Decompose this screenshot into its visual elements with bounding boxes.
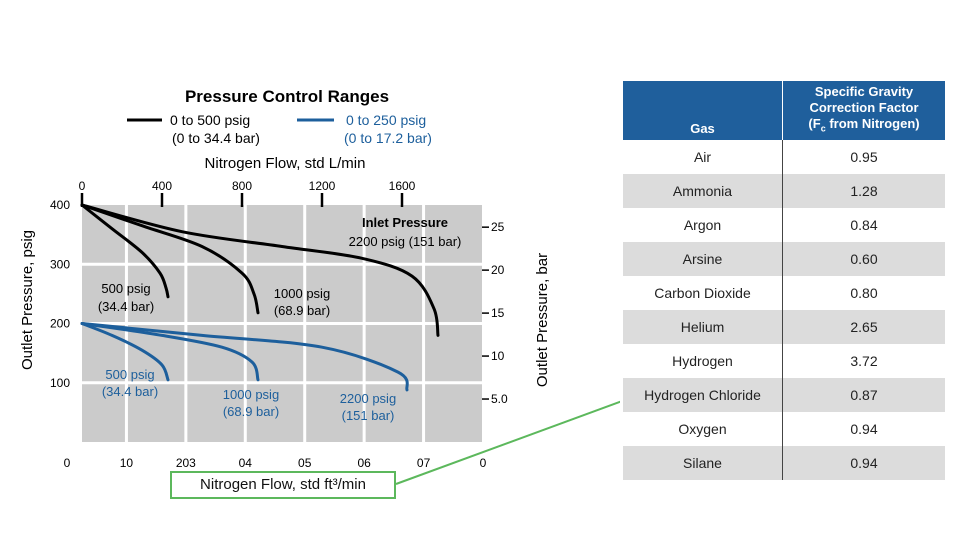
label-blue-500: 500 psig (105, 367, 154, 382)
legend-sub-black: (0 to 34.4 bar) (172, 130, 260, 146)
x-axis-title-top: Nitrogen Flow, std L/min (205, 155, 366, 172)
top-axis: 0 400 800 1200 1600 (79, 179, 416, 207)
series-curves (80, 203, 440, 392)
label-inlet-title: Inlet Pressure (362, 215, 448, 230)
header-factor: Specific Gravity Correction Factor (Fc f… (782, 81, 945, 140)
gas-correction-table: Gas Specific Gravity Correction Factor (… (623, 81, 945, 480)
label-blue-2200-bar: (151 bar) (342, 408, 395, 423)
table-row: Hydrogen 3.72 (623, 343, 945, 378)
table-row: Arsine 0.60 (623, 241, 945, 276)
series-line (80, 203, 260, 315)
gas-cell: Carbon Dioxide (623, 275, 783, 310)
factor-cell: 1.28 (782, 173, 945, 208)
label-blue-2200: 2200 psig (340, 391, 396, 406)
bottom-axis: 0 10 203 04 05 06 07 0 (64, 456, 487, 470)
left-axis: 100 200 300 400 (50, 198, 70, 390)
factor-cell: 0.94 (850, 420, 878, 437)
series-line (80, 322, 409, 392)
label-blue-1000: 1000 psig (223, 387, 279, 402)
chart-title: Pressure Control Ranges (185, 87, 389, 106)
factor-cell: 2.65 (782, 309, 945, 344)
right-tick-label: 10 (491, 349, 505, 363)
legend-label-blue: 0 to 250 psig (346, 112, 426, 128)
callout-connector (395, 400, 620, 485)
series-line (80, 203, 440, 337)
gas-cell: Silane (623, 445, 783, 480)
series-line (80, 322, 170, 382)
top-tick-label: 800 (232, 179, 252, 193)
gas-cell: Arsine (623, 241, 783, 276)
label-black-500-bar: (34.4 bar) (98, 299, 154, 314)
gas-cell: Helium (623, 309, 783, 344)
right-tick-label: 15 (491, 306, 505, 320)
legend-label-black: 0 to 500 psig (170, 112, 250, 128)
bottom-axis-title-callout: Nitrogen Flow, std ft³/min (170, 471, 396, 499)
factor-cell: 0.94 (782, 445, 945, 480)
factor-cell: 0.87 (782, 377, 945, 412)
table-row: Helium 2.65 (623, 309, 945, 344)
y-axis-title-left: Outlet Pressure, psig (19, 230, 36, 370)
table-row: Carbon Dioxide 0.80 (623, 275, 945, 310)
factor-cell: 0.60 (782, 241, 945, 276)
left-tick-label: 400 (50, 198, 70, 212)
pressure-control-chart: Pressure Control Ranges 0 to 500 psig (0… (19, 87, 620, 485)
gas-cell: Air (623, 139, 783, 174)
bottom-tick-label: 10 (120, 456, 134, 470)
factor-cell: 0.95 (850, 148, 878, 165)
right-tick-label: 25 (491, 220, 505, 234)
right-axis: 5.0 10 15 20 25 (482, 220, 508, 406)
bottom-tick-label: 0 (64, 456, 71, 470)
bottom-tick-label: 07 (417, 456, 431, 470)
factor-cell: 0.80 (850, 284, 878, 301)
header-factor-line3b: from Nitrogen) (825, 116, 920, 131)
label-black-1000-bar: (68.9 bar) (274, 303, 330, 318)
header-factor-line3a: (F (808, 116, 821, 131)
gas-cell: Oxygen (623, 411, 783, 446)
series-line (80, 322, 260, 382)
header-gas: Gas (623, 81, 783, 140)
bottom-tick-label: 0 (480, 456, 487, 470)
header-factor-sub: c (820, 123, 826, 134)
bottom-tick-label: 04 (239, 456, 253, 470)
label-blue-500-bar: (34.4 bar) (102, 384, 158, 399)
grid-lines (82, 205, 482, 442)
gas-cell: Hydrogen (623, 343, 783, 378)
label-black-1000: 1000 psig (274, 286, 330, 301)
series-line (80, 203, 170, 299)
bottom-tick-label: 06 (357, 456, 371, 470)
header-factor-line1: Specific Gravity (814, 84, 914, 99)
table-header-row: Gas Specific Gravity Correction Factor (… (623, 81, 945, 140)
x-axis-title-bottom: Nitrogen Flow, std ft³/min (200, 476, 366, 493)
gas-cell: Hydrogen Chloride (623, 377, 783, 412)
table-row: Argon 0.84 (623, 207, 945, 242)
table-row: Hydrogen Chloride 0.87 (623, 377, 945, 412)
label-inlet-value: 2200 psig (151 bar) (349, 234, 462, 249)
gas-cell: Argon (623, 207, 783, 242)
header-factor-line2: Correction Factor (809, 100, 919, 115)
table-row: Ammonia 1.28 (623, 173, 945, 208)
table-row: Silane 0.94 (623, 445, 945, 480)
factor-cell: 3.72 (850, 352, 878, 369)
table-row: Oxygen 0.94 (623, 411, 945, 446)
bottom-tick-label: 05 (298, 456, 312, 470)
right-tick-label: 5.0 (491, 392, 508, 406)
label-black-500: 500 psig (101, 281, 150, 296)
legend-sub-blue: (0 to 17.2 bar) (344, 130, 432, 146)
top-tick-label: 400 (152, 179, 172, 193)
label-blue-1000-bar: (68.9 bar) (223, 404, 279, 419)
bottom-tick-label: 203 (176, 456, 196, 470)
gas-cell: Ammonia (623, 173, 783, 208)
y-axis-title-right: Outlet Pressure, bar (534, 253, 551, 387)
left-tick-label: 200 (50, 317, 70, 331)
top-tick-label: 1200 (309, 179, 336, 193)
left-tick-label: 300 (50, 257, 70, 271)
right-tick-label: 20 (491, 263, 505, 277)
top-tick-label: 1600 (389, 179, 416, 193)
factor-cell: 0.84 (850, 216, 878, 233)
left-tick-label: 100 (50, 376, 70, 390)
top-tick-label: 0 (79, 179, 86, 193)
table-row: Air 0.95 (623, 139, 945, 174)
